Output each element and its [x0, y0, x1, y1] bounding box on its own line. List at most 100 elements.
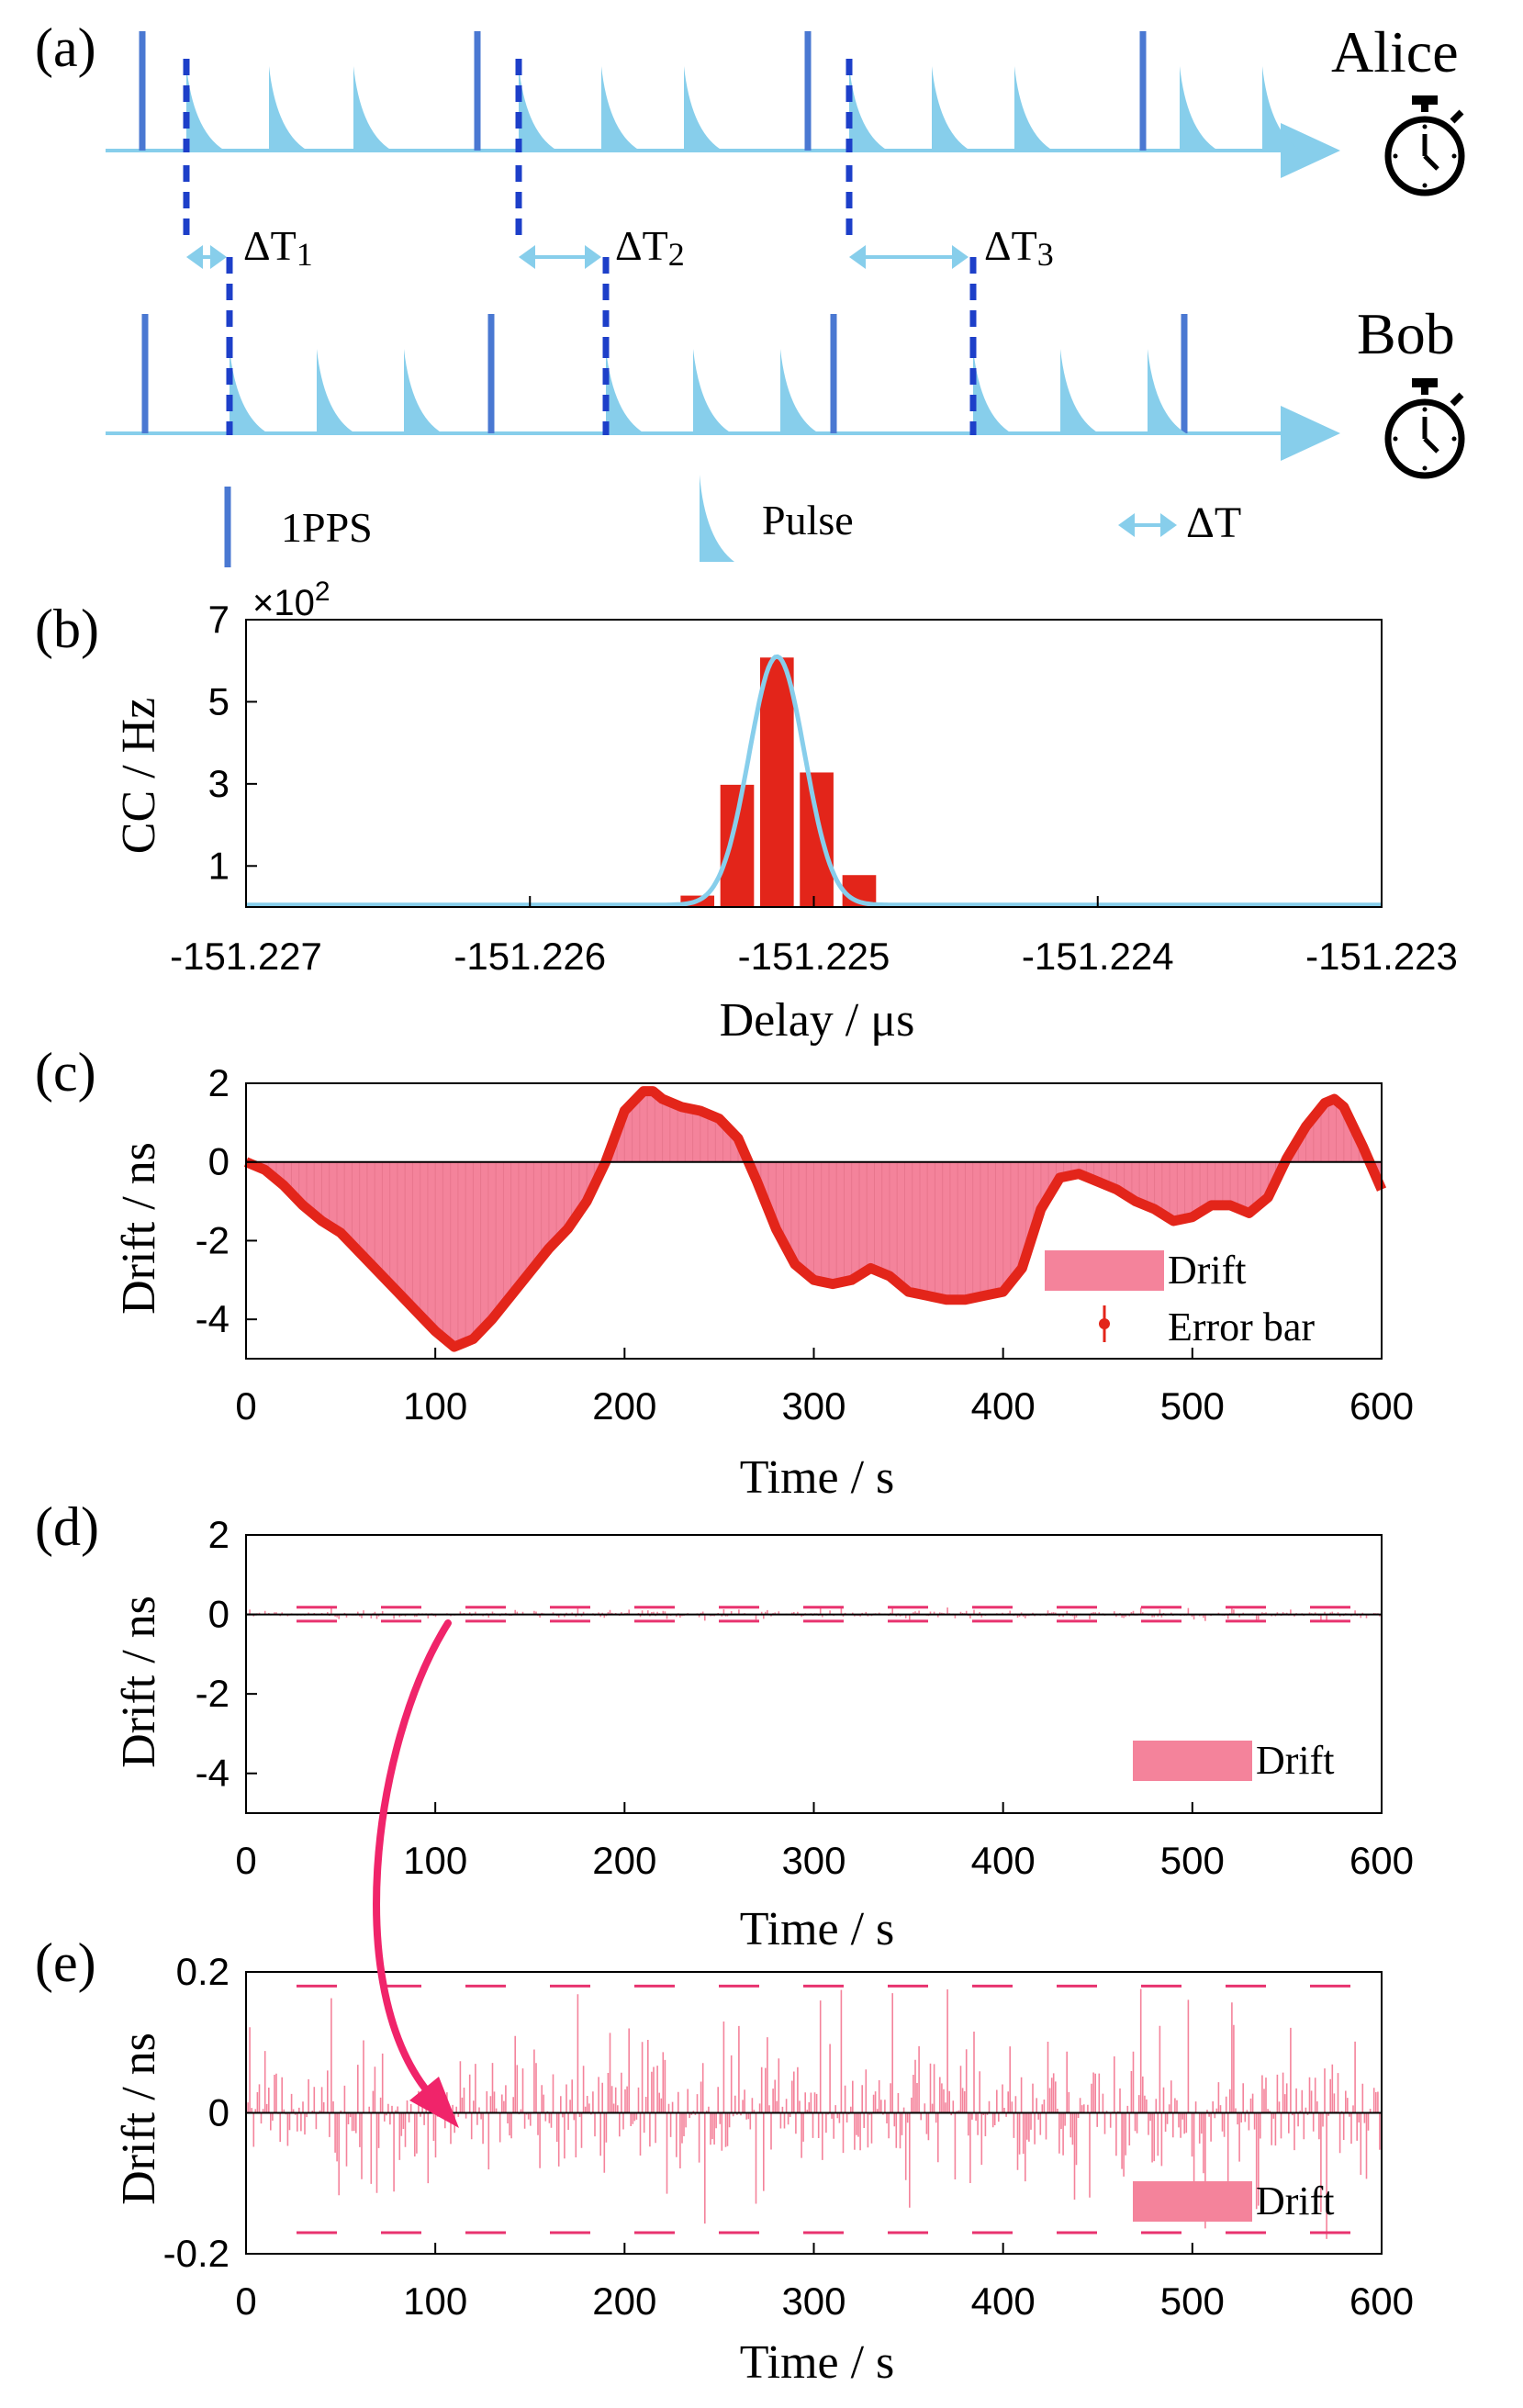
x-tick-label: -151.227 — [170, 935, 322, 978]
timing-elements — [106, 31, 1340, 567]
pulse — [230, 349, 268, 433]
panel-e-plot: 0 100 200 300 400 500 600-0.200.2 — [163, 1950, 1414, 2323]
y-tick-label: -4 — [196, 1752, 230, 1795]
drift-line — [243, 1086, 1387, 1352]
panel-c-chart: (c) Drift / ns Time / s 0 100 200 300 400 500… — [35, 1042, 1414, 1504]
zoom-arrow — [373, 1619, 459, 2128]
x-tick-label: 100 — [403, 1839, 467, 1882]
bar — [718, 782, 756, 908]
zoom-arrow-curve — [373, 1619, 452, 2106]
pulse — [973, 349, 1012, 433]
drift-area — [246, 1091, 1382, 1348]
legend-errorbar-label: Error bar — [1168, 1305, 1315, 1350]
panel-e-label: (e) — [35, 1932, 96, 1993]
panel-a-timing-diagram: (a) Alice Bob ΔT1 ΔT2 ΔT3 1PPS Puls — [35, 17, 1465, 567]
legend-drift-swatch — [1045, 1250, 1164, 1291]
panel-d-label: (d) — [35, 1496, 99, 1557]
pulse — [1014, 66, 1053, 151]
pulse — [353, 66, 392, 151]
x-tick-label: -151.223 — [1305, 935, 1458, 978]
x-axis-label: Time / s — [740, 1451, 895, 1504]
x-tick-label: 0 — [235, 1384, 256, 1428]
pulse — [849, 66, 888, 151]
pulse — [1180, 66, 1218, 151]
x-tick-label: 500 — [1160, 2279, 1225, 2323]
delta-arrowhead — [519, 245, 535, 269]
legend-1pps-label: 1PPS — [281, 504, 373, 551]
panel-c-plot: 0 100 200 300 400 500 600 -4 -2 0 2 — [196, 1061, 1414, 1428]
y-tick-label: -2 — [196, 1218, 230, 1261]
gaussian-fit-line — [246, 654, 1382, 908]
x-tick-label: 300 — [781, 2279, 845, 2323]
x-tick-label: 300 — [781, 1384, 845, 1428]
x-axis-label: Time / s — [740, 2336, 895, 2389]
x-tick-label: -151.224 — [1022, 935, 1174, 978]
panel-d-chart: (d) Drift / ns Time / s 0 100 200 300 400 500… — [35, 1496, 1414, 1955]
time-arrowhead — [1281, 123, 1340, 178]
panel-b-plot: -151.227 -151.226 -151.225 -151.224 -151.223… — [170, 598, 1458, 978]
y-tick-label: 0 — [208, 2091, 230, 2134]
legend-drift-swatch — [1133, 1741, 1252, 1781]
pulse — [601, 66, 640, 151]
y-tick-label: 1 — [208, 844, 230, 887]
panel-c-label: (c) — [35, 1042, 96, 1103]
x-tick-label: 600 — [1349, 2279, 1414, 2323]
delta-arrowhead — [952, 245, 969, 269]
x-tick-label: 0 — [235, 1839, 256, 1882]
delta-arrowhead — [849, 245, 866, 269]
legend-pulse-label: Pulse — [762, 497, 854, 543]
x-tick-label: 500 — [1160, 1839, 1225, 1882]
x-tick-label: -151.225 — [738, 935, 890, 978]
y-tick-label: 3 — [208, 762, 230, 805]
pulse — [684, 66, 722, 151]
zoom-arrowhead — [409, 2077, 459, 2128]
y-tick-label: -4 — [196, 1297, 230, 1340]
y-axis-label: CC / Hz — [113, 698, 165, 854]
x-tick-label: 0 — [235, 2279, 256, 2323]
legend-drift-label: Drift — [1168, 1248, 1247, 1293]
y-tick-label: 7 — [208, 598, 230, 641]
legend-delta-label: ΔT — [1186, 498, 1241, 547]
delta-t3-label: ΔT3 — [984, 222, 1054, 273]
pulse — [1060, 349, 1099, 433]
y-axis-label: Drift / ns — [113, 2033, 165, 2205]
pulse — [269, 66, 308, 151]
legend-errorbar-dot — [1099, 1318, 1110, 1329]
x-tick-label: -151.226 — [454, 935, 606, 978]
panel-d-plot: 0 100 200 300 400 500 600 -4 -2 0 2 — [196, 1513, 1414, 1882]
x-tick-label: 600 — [1349, 1839, 1414, 1882]
legend-pulse-icon — [700, 475, 734, 562]
x-tick-label: 400 — [971, 1839, 1036, 1882]
pulse — [780, 349, 819, 433]
delta-arrowhead — [186, 245, 203, 269]
pulse — [606, 349, 644, 433]
bar — [757, 655, 796, 908]
y-tick-label: 0 — [208, 1140, 230, 1183]
delta-t2-label: ΔT2 — [615, 222, 685, 273]
stopwatch-icon — [1384, 378, 1465, 479]
x-axis-label: Time / s — [740, 1903, 895, 1955]
delta-arrowhead — [1118, 513, 1135, 537]
x-tick-label: 300 — [781, 1839, 845, 1882]
x-tick-label: 400 — [971, 2279, 1036, 2323]
alice-label: Alice — [1331, 19, 1459, 84]
panel-b-label: (b) — [35, 599, 99, 659]
panel-e-chart: (e) Drift / ns Time / s 0 100 200 300 400 500… — [35, 1932, 1414, 2389]
pulse — [932, 66, 970, 151]
pulse — [404, 349, 442, 433]
legend-drift-label: Drift — [1256, 2178, 1335, 2223]
x-axis-label: Delay / μs — [720, 994, 915, 1047]
bob-label: Bob — [1357, 301, 1455, 366]
pulse — [186, 66, 225, 151]
stopwatch-icon — [1384, 95, 1465, 196]
y-tick-label: 2 — [208, 1061, 230, 1104]
pulse — [1148, 349, 1186, 433]
x-tick-label: 200 — [592, 1384, 656, 1428]
y-axis-label: Drift / ns — [113, 1142, 165, 1315]
x-tick-label: 200 — [592, 1839, 656, 1882]
pulse — [317, 349, 355, 433]
y-multiplier: ×102 — [252, 577, 330, 623]
y-axis-label: Drift / ns — [113, 1596, 165, 1768]
y-tick-label: 0 — [208, 1593, 230, 1636]
